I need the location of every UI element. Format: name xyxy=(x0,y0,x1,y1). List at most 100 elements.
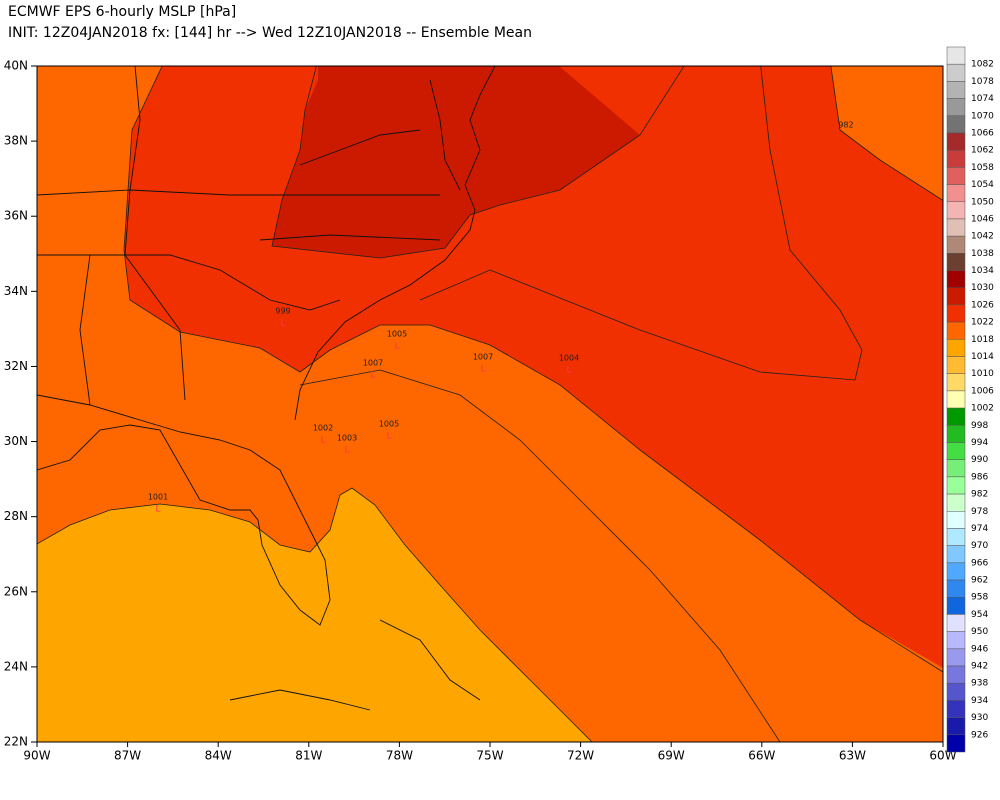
low-pressure: 1001 xyxy=(148,493,168,502)
colorbar-label: 982 xyxy=(971,490,988,500)
colorbar-swatch xyxy=(946,132,966,151)
low-pressure: 1004 xyxy=(559,354,579,363)
colorbar-label: 934 xyxy=(971,696,988,706)
isobar xyxy=(37,487,593,742)
colorbar-label: 978 xyxy=(971,507,988,517)
colorbar-label: 1002 xyxy=(971,404,994,414)
lon-label: 90W xyxy=(23,749,50,763)
colorbar-label: 1066 xyxy=(971,128,994,138)
low-symbol: L xyxy=(280,319,285,329)
colorbar-label: 1070 xyxy=(971,111,994,121)
isobar xyxy=(271,66,685,259)
coastline xyxy=(294,66,496,421)
colorbar-swatch xyxy=(946,614,966,632)
lat-label: 36N xyxy=(4,209,28,223)
colorbar-swatch xyxy=(946,339,966,357)
lat-label: 32N xyxy=(4,359,28,373)
lon-label: 78W xyxy=(386,749,413,763)
coastline xyxy=(299,129,421,166)
colorbar-label: 958 xyxy=(971,593,988,603)
subtitle: INIT: 12Z04JAN2018 fx: [144] hr --> Wed … xyxy=(8,25,532,41)
colorbar-label: 1022 xyxy=(971,318,994,328)
low-symbol: L xyxy=(155,505,160,515)
coastline xyxy=(37,394,331,626)
low-symbol: L xyxy=(386,432,391,442)
low-pressure: 999 xyxy=(275,307,290,316)
colorbar-swatch xyxy=(946,304,966,323)
colorbar-swatch xyxy=(946,682,966,701)
lon-label: 63W xyxy=(839,749,866,763)
colorbar-label: 998 xyxy=(971,421,988,431)
coastline xyxy=(259,234,441,241)
colorbar-swatch xyxy=(946,734,966,753)
low-pressure: 1007 xyxy=(473,353,493,362)
colorbar-swatch xyxy=(946,184,966,203)
colorbar-swatch xyxy=(946,425,966,443)
isobar xyxy=(299,369,781,742)
colorbar-label: 1014 xyxy=(971,352,994,362)
low-pressure: 1007 xyxy=(363,359,383,368)
lat-label: 40N xyxy=(4,59,28,73)
colorbar-swatch xyxy=(946,596,966,615)
lat-label: 38N xyxy=(4,134,28,148)
colorbar-swatch xyxy=(946,390,966,409)
colorbar-label: 954 xyxy=(971,610,988,620)
colorbar-label: 990 xyxy=(971,455,988,465)
low-symbol: L xyxy=(344,446,349,456)
colorbar-label: 1062 xyxy=(971,146,994,156)
colorbar-label: 970 xyxy=(971,541,988,551)
lat-label: 28N xyxy=(4,509,28,523)
coastline xyxy=(229,689,371,711)
coastline xyxy=(379,619,481,701)
colorbar-swatch xyxy=(946,201,966,220)
lat-label: 22N xyxy=(4,735,28,749)
colorbar-label: 1038 xyxy=(971,249,994,259)
colorbar-label: 930 xyxy=(971,713,988,723)
colorbar-swatch xyxy=(946,442,966,460)
lon-label: 84W xyxy=(205,749,232,763)
lat-label: 26N xyxy=(4,584,28,598)
colorbar-label: 926 xyxy=(971,730,988,740)
colorbar-label: 1054 xyxy=(971,180,994,190)
colorbar-swatch xyxy=(946,407,966,426)
colorbar-label: 1042 xyxy=(971,232,994,242)
colorbar-label: 950 xyxy=(971,627,988,637)
low-pressure: 1005 xyxy=(387,330,407,339)
colorbar-label: 994 xyxy=(971,438,988,448)
colorbar-label: 1010 xyxy=(971,369,994,379)
colorbar-label: 1026 xyxy=(971,300,994,310)
low-symbol: L xyxy=(394,342,399,352)
colorbar-label: 966 xyxy=(971,558,988,568)
colorbar-label: 1034 xyxy=(971,266,994,276)
colorbar-label: 1006 xyxy=(971,386,994,396)
colorbar-label: 974 xyxy=(971,524,988,534)
lat-label: 30N xyxy=(4,434,28,448)
colorbar-swatch xyxy=(946,149,966,168)
colorbar-swatch xyxy=(946,373,966,392)
colorbar-swatch xyxy=(946,321,966,340)
colorbar-swatch xyxy=(946,648,966,667)
colorbar-swatch xyxy=(946,98,966,117)
colorbar-swatch xyxy=(946,253,966,271)
colorbar-swatch xyxy=(946,81,966,99)
colorbar-swatch xyxy=(946,562,966,581)
colorbar-swatch xyxy=(946,476,966,495)
lon-label: 69W xyxy=(658,749,685,763)
lon-label: 81W xyxy=(295,749,322,763)
colorbar-swatch xyxy=(946,545,966,564)
colorbar-label: 1078 xyxy=(971,77,994,87)
colorbar-swatch xyxy=(946,218,966,237)
colorbar-swatch xyxy=(946,356,966,374)
colorbar-swatch xyxy=(946,700,966,718)
region-1014 xyxy=(37,488,592,742)
coastline xyxy=(37,189,440,196)
colorbar-label: 938 xyxy=(971,679,988,689)
colorbar-swatch xyxy=(946,528,966,546)
isobar xyxy=(830,66,943,201)
colorbar-swatch xyxy=(946,115,966,134)
colorbar-label: 986 xyxy=(971,472,988,482)
isobar xyxy=(123,66,943,673)
colorbar-swatch xyxy=(946,579,966,598)
isobar xyxy=(419,66,863,381)
